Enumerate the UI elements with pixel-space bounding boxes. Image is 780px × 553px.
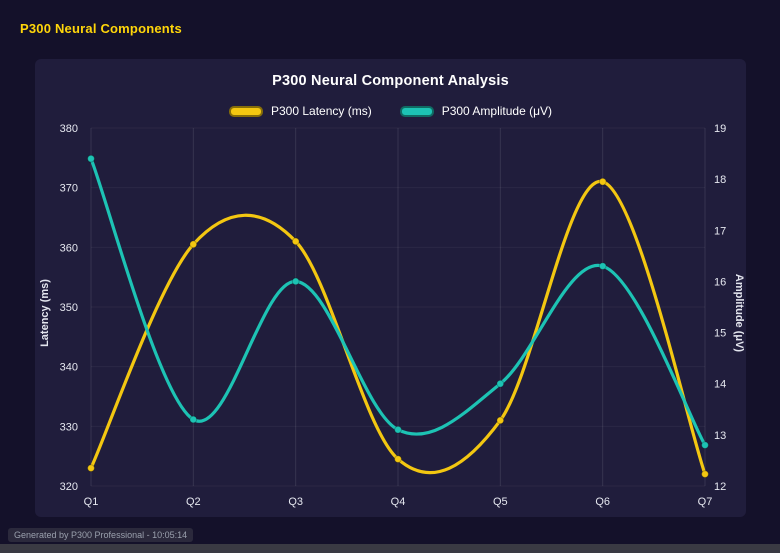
svg-text:Q4: Q4 [391, 496, 406, 508]
latency-series [87, 177, 709, 479]
footer-note: Generated by P300 Professional - 10:05:1… [8, 528, 194, 542]
left-axis-title: Latency (ms) [39, 279, 51, 347]
bottom-bar [0, 544, 780, 553]
svg-text:Q5: Q5 [493, 496, 508, 508]
svg-text:16: 16 [714, 276, 726, 288]
svg-text:12: 12 [714, 481, 726, 493]
amplitude-legend-swatch [399, 105, 434, 117]
legend-item-latency[interactable]: P300 Latency (ms) [228, 104, 372, 118]
svg-text:Q7: Q7 [698, 496, 713, 508]
svg-text:320: 320 [60, 481, 78, 493]
svg-text:360: 360 [60, 242, 78, 254]
legend-item-amplitude[interactable]: P300 Amplitude (μV) [399, 104, 553, 118]
svg-text:Q1: Q1 [84, 496, 99, 508]
chart-card: P300 Neural Component Analysis P300 Late… [35, 59, 746, 517]
chart-legend: P300 Latency (ms) P300 Amplitude (μV) [35, 101, 746, 121]
svg-text:350: 350 [60, 302, 78, 314]
amplitude-series [87, 154, 709, 450]
svg-text:340: 340 [60, 362, 78, 374]
svg-text:330: 330 [60, 421, 78, 433]
svg-text:Q6: Q6 [595, 496, 610, 508]
svg-text:Q3: Q3 [288, 496, 303, 508]
amplitude-legend-label: P300 Amplitude (μV) [441, 104, 553, 118]
svg-text:18: 18 [714, 174, 726, 186]
svg-text:Q2: Q2 [186, 496, 201, 508]
svg-text:370: 370 [60, 183, 78, 195]
svg-text:17: 17 [714, 225, 726, 237]
axis-ticks: 320 330 340 350 360 370 380 12 13 14 15 16 17 18 19 Q1 Q… [60, 123, 727, 508]
svg-text:19: 19 [714, 123, 726, 135]
chart-title: P300 Neural Component Analysis [272, 73, 509, 89]
right-axis-title: Amplitude (μV) [733, 274, 745, 353]
svg-text:13: 13 [714, 430, 726, 442]
svg-text:14: 14 [714, 379, 726, 391]
svg-text:380: 380 [60, 123, 78, 135]
latency-legend-label: P300 Latency (ms) [270, 104, 372, 118]
page-title: P300 Neural Components [20, 21, 182, 36]
latency-legend-swatch [228, 105, 263, 117]
gridlines [90, 127, 706, 487]
svg-text:15: 15 [714, 328, 726, 340]
chart-canvas[interactable]: 320 330 340 350 360 370 380 12 13 14 15 16 17 18 19 Q1 Q… [35, 123, 745, 513]
